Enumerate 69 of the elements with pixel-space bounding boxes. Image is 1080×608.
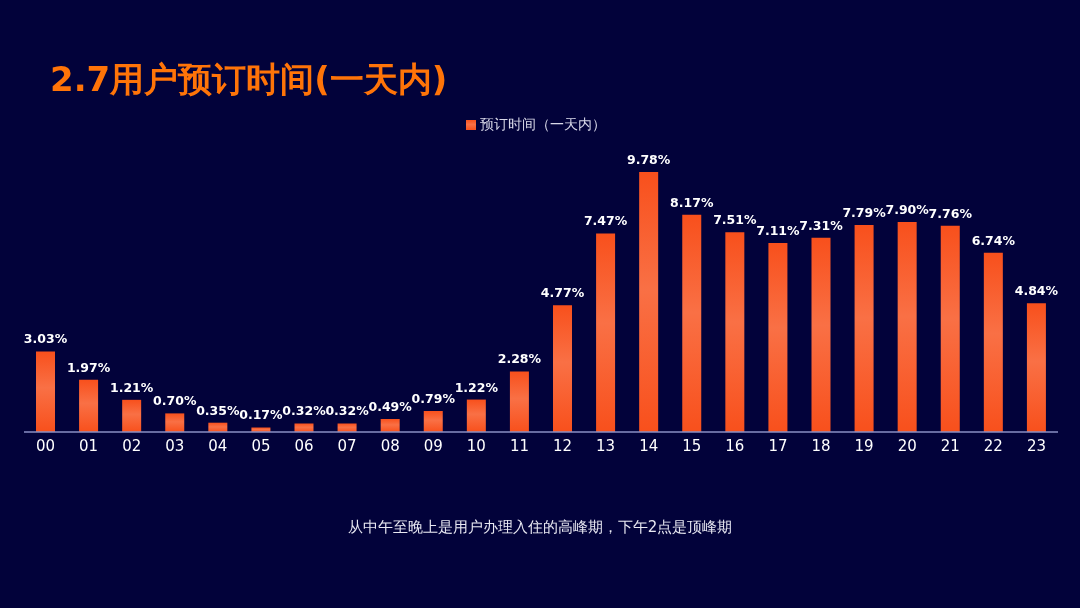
bar bbox=[983, 252, 1003, 432]
data-label: 0.35% bbox=[196, 402, 240, 418]
x-tick-label: 19 bbox=[854, 436, 874, 455]
data-label: 8.17% bbox=[670, 194, 714, 210]
chart-title: 2.7用户预订时间(一天内) bbox=[50, 58, 448, 101]
bar bbox=[1026, 303, 1046, 432]
bar bbox=[553, 305, 572, 432]
data-label: 4.84% bbox=[1014, 283, 1059, 299]
bar bbox=[423, 411, 443, 432]
x-tick-label: 12 bbox=[552, 436, 573, 455]
data-label: 7.11% bbox=[756, 222, 801, 238]
x-tick-label: 01 bbox=[79, 436, 99, 455]
data-label: 7.76% bbox=[928, 205, 973, 221]
x-tick-label: 21 bbox=[940, 436, 960, 455]
data-label: 2.28% bbox=[497, 351, 542, 367]
x-tick-label: 16 bbox=[725, 436, 745, 455]
bar bbox=[380, 418, 400, 432]
x-tick-label: 10 bbox=[466, 436, 486, 455]
legend-label: 预订时间（一天内） bbox=[480, 116, 606, 132]
bar bbox=[36, 351, 55, 432]
data-label: 7.51% bbox=[713, 212, 757, 228]
data-label: 1.97% bbox=[66, 359, 111, 375]
text: 从中午至晚上是用户办理入住的高峰期，下午2点是顶峰期 bbox=[346, 518, 734, 537]
bar bbox=[940, 225, 960, 432]
x-tick-label: 02 bbox=[122, 436, 142, 455]
x-tick-label: 05 bbox=[251, 436, 271, 455]
x-tick-label: 06 bbox=[294, 436, 314, 455]
x-tick-label: 07 bbox=[337, 436, 357, 455]
bar bbox=[725, 232, 745, 432]
x-tick-label: 08 bbox=[380, 436, 400, 455]
x-tick-label: 20 bbox=[897, 436, 917, 455]
bar bbox=[811, 237, 831, 432]
data-label: 1.22% bbox=[454, 379, 499, 395]
bar bbox=[682, 214, 702, 432]
data-label: 1.21% bbox=[109, 379, 154, 395]
data-label: 0.49% bbox=[368, 398, 413, 414]
bar bbox=[122, 399, 142, 432]
bar bbox=[337, 423, 357, 432]
x-tick-label: 17 bbox=[768, 436, 788, 455]
x-tick-label: 03 bbox=[165, 436, 185, 455]
data-label: 7.90% bbox=[885, 201, 930, 217]
x-tick-label: 22 bbox=[983, 436, 1003, 455]
data-label: 6.74% bbox=[971, 232, 1016, 248]
data-label: 0.70% bbox=[153, 393, 197, 409]
x-tick-label: 18 bbox=[811, 436, 831, 455]
bar bbox=[897, 221, 917, 432]
x-tick-label: 09 bbox=[423, 436, 443, 455]
bar bbox=[639, 172, 659, 432]
data-label: 3.03% bbox=[23, 331, 68, 347]
x-tick-label: 04 bbox=[208, 436, 228, 455]
data-label: 7.47% bbox=[583, 213, 628, 229]
x-tick-label: 00 bbox=[35, 436, 56, 455]
data-label: 0.79% bbox=[411, 391, 456, 406]
bar bbox=[596, 233, 616, 432]
x-tick-label: 15 bbox=[682, 436, 702, 455]
bar bbox=[768, 242, 788, 432]
data-label: 4.77% bbox=[540, 285, 585, 301]
x-tick-label: 13 bbox=[596, 436, 616, 455]
x-tick-label: 14 bbox=[639, 436, 659, 455]
data-label: 9.78% bbox=[626, 152, 671, 167]
x-tick-label: 23 bbox=[1026, 436, 1047, 455]
bar bbox=[466, 399, 486, 432]
x-tick-label: 11 bbox=[509, 436, 530, 455]
bar bbox=[79, 379, 99, 432]
bar bbox=[854, 224, 874, 432]
bar bbox=[294, 423, 314, 432]
bar bbox=[165, 413, 185, 432]
bar bbox=[509, 371, 529, 432]
data-label: 7.31% bbox=[799, 217, 844, 233]
